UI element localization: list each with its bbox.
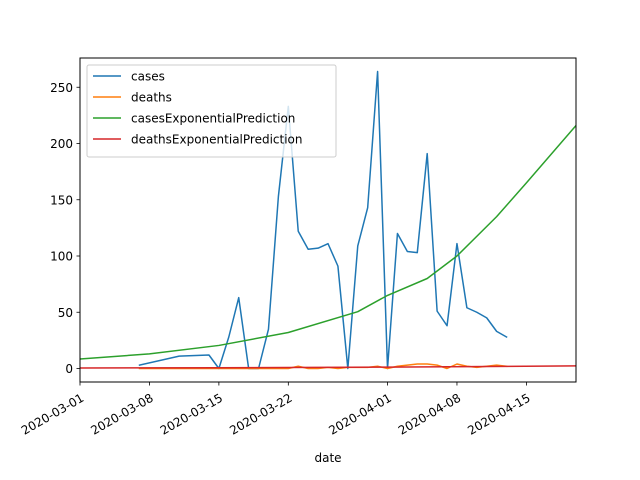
plot-area [80, 70, 576, 370]
legend-box [86, 64, 337, 158]
y-tick-label: 150 [50, 193, 73, 207]
series-line-cases [138, 70, 508, 370]
legend-label: deathsExponentialPrediction [131, 133, 303, 147]
x-tick-label: 2020-03-15 [158, 391, 225, 438]
x-tick-label: 2020-04-08 [396, 391, 463, 438]
x-axis: 2020-03-01 2020-03-08 2020-03-15 2020-03-22… [19, 382, 533, 438]
x-axis-title: date [314, 451, 341, 465]
y-tick-label: 0 [65, 362, 73, 376]
series-line-casesExponentialPrediction [80, 124, 576, 360]
y-tick-label: 50 [58, 306, 73, 320]
x-tick-label: 2020-04-15 [465, 391, 532, 438]
legend-label: casesExponentialPrediction [131, 112, 295, 126]
legend: cases deaths casesExponentialPrediction dea… [86, 64, 337, 158]
y-tick-label: 200 [50, 137, 73, 151]
series-line-deathsExponentialPrediction [80, 365, 576, 369]
legend-label: cases [131, 70, 165, 84]
y-tick-label: 250 [50, 81, 73, 95]
legend-label: deaths [131, 91, 172, 105]
x-tick-label: 2020-03-22 [227, 391, 294, 438]
axes-frame [79, 57, 577, 383]
y-tick-label: 100 [50, 250, 73, 264]
x-tick-label: 2020-03-08 [88, 391, 155, 438]
x-tick-label: 2020-03-01 [19, 391, 86, 438]
y-axis: 0 50 100 150 200 250 [50, 81, 80, 376]
x-tick-label: 2020-04-01 [326, 391, 393, 438]
